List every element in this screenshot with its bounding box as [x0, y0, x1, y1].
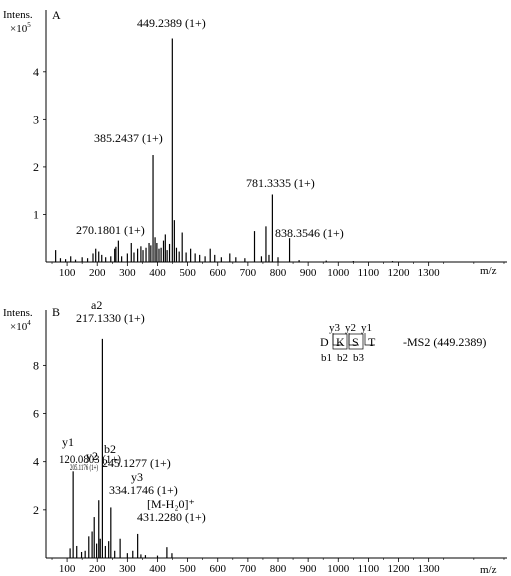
x-tick-label: 1000 [327, 267, 350, 279]
x-tick-label: 900 [300, 267, 317, 279]
peak-label: 781.3335 (1+) [246, 176, 315, 190]
x-tick-label: 1300 [418, 267, 441, 279]
x-tick-label: 200 [89, 563, 106, 575]
x-tick-label: 1300 [418, 563, 441, 575]
peak-label: 245.1277 (1+) [102, 456, 171, 470]
sequence-residue: T [368, 335, 376, 349]
panel-b-peak-labels: a2 217.1330 (1+) y1 120.0803 (1+) y2 205… [59, 298, 206, 524]
panel-b-y-ticks: 2 4 6 8 [33, 358, 46, 517]
peak-label: 270.1801 (1+) [76, 223, 145, 237]
x-tick-label: 1100 [358, 267, 380, 279]
x-tick-label: 500 [179, 563, 196, 575]
x-tick-label: 500 [179, 267, 196, 279]
ion-label-a2: a2 [91, 298, 102, 312]
y-ion-label: y2 [345, 322, 356, 334]
ion-label-y2: y2 [86, 449, 98, 463]
y-tick-label: 6 [33, 407, 39, 421]
x-tick-label: 600 [209, 563, 226, 575]
panel-a-y-title-line2: ×105 [10, 21, 31, 35]
panel-b-y-title-line2: ×104 [10, 319, 31, 333]
x-tick-label: 400 [149, 563, 166, 575]
peak-label: 205.1176 (1+) [70, 463, 98, 472]
y-tick-label: 8 [33, 358, 39, 372]
x-tick-label: 100 [59, 267, 76, 279]
peak-label: 431.2280 (1+) [137, 510, 206, 524]
fragmentation-scheme: y3 y2 y1 D K S T b1 b2 b3 -MS2 (449.2389… [320, 322, 486, 364]
sequence-residue: D [320, 335, 329, 349]
panel-a-peaks [55, 38, 394, 262]
x-tick-label: 700 [240, 267, 257, 279]
b-ion-label: b2 [337, 352, 348, 364]
peak-label: 120.0803 (1+) [59, 452, 121, 466]
panel-a-x-axis-label: m/z [480, 265, 497, 277]
peak-label: 334.1746 (1+) [109, 483, 178, 497]
panel-b-label: B [52, 305, 60, 319]
panel-b-axes [45, 310, 507, 559]
ion-label-m-h2o: [M-H₂0]⁺ [147, 497, 195, 511]
sequence-residue: S [352, 335, 359, 349]
x-tick-label: 700 [240, 563, 257, 575]
panel-a-y-title-line1: Intens. [3, 9, 33, 21]
panel-b-peaks [69, 338, 173, 558]
peak-label: 217.1330 (1+) [76, 311, 145, 325]
ion-label-y1: y1 [62, 435, 74, 449]
x-tick-label: 200 [89, 267, 106, 279]
x-tick-label: 800 [270, 267, 287, 279]
panel-b-x-ticks: 100 200 300 400 500 600 700 800 900 1000 1100 1200 1… [51, 558, 505, 575]
panel-b-y-title-line1: Intens. [3, 307, 33, 319]
x-tick-label: 1100 [358, 563, 380, 575]
x-tick-label: 300 [119, 563, 136, 575]
x-tick-label: 1200 [388, 563, 411, 575]
panel-a-axes [45, 10, 507, 263]
panel-a: Intens. ×105 A 100 200 300 400 500 600 700 800 9… [3, 8, 507, 279]
panel-b-x-axis-label: m/z [480, 564, 497, 576]
b-ion-label: b1 [321, 352, 332, 364]
x-tick-label: 900 [300, 563, 317, 575]
x-tick-label: 400 [149, 267, 166, 279]
panel-a-y-title-base: ×10 [10, 23, 28, 35]
panel-b-y-title-base: ×10 [10, 321, 28, 333]
x-tick-label: 1200 [388, 267, 411, 279]
panel-b-y-title-exp: 4 [27, 319, 31, 327]
panel-a-label: A [52, 8, 61, 22]
ion-label-y3: y3 [131, 470, 143, 484]
y-tick-label: 2 [33, 160, 39, 174]
x-tick-label: 100 [59, 563, 76, 575]
panel-a-x-ticks: 100 200 300 400 500 600 700 800 900 1000 1100 1200 1… [51, 262, 505, 279]
sequence-residue: K [336, 335, 345, 349]
x-tick-label: 600 [209, 267, 226, 279]
y-tick-label: 1 [33, 207, 39, 221]
residue-box [332, 333, 348, 350]
y-tick-label: 2 [33, 503, 39, 517]
fragment-bracket [364, 333, 375, 346]
b-ion-label: b3 [353, 352, 365, 364]
peak-label: 385.2437 (1+) [94, 131, 163, 145]
ms2-label: -MS2 (449.2389) [403, 335, 486, 349]
y-ion-label: y1 [361, 322, 372, 334]
x-tick-label: 1000 [327, 563, 350, 575]
panel-a-y-title-exp: 5 [27, 21, 31, 29]
peak-label: 838.3546 (1+) [275, 226, 344, 240]
peak-label: 449.2389 (1+) [137, 16, 206, 30]
panel-a-y-ticks: 1 2 3 4 [33, 65, 46, 221]
panel-a-peak-labels: 449.2389 (1+) 385.2437 (1+) 781.3335 (1+… [76, 16, 344, 240]
x-tick-label: 800 [270, 563, 287, 575]
panel-b: Intens. ×104 B 100 200 300 400 500 600 700 800 9… [3, 298, 507, 576]
y-tick-label: 4 [33, 455, 39, 469]
y-tick-label: 4 [33, 65, 39, 79]
y-tick-label: 3 [33, 112, 39, 126]
y-ion-label: y3 [329, 322, 341, 334]
residue-box [348, 333, 364, 350]
x-tick-label: 300 [119, 267, 136, 279]
ion-label-b2: b2 [104, 442, 116, 456]
